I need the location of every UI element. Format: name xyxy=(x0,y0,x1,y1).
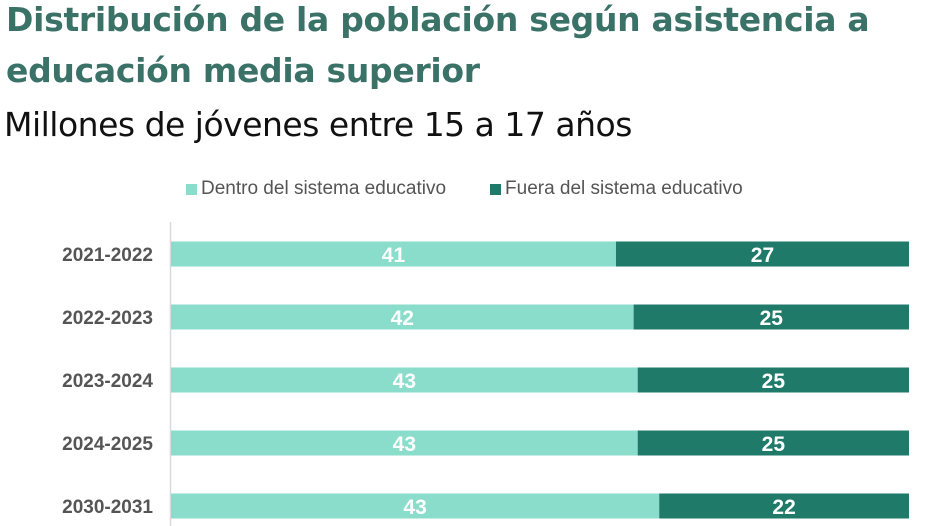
category-label: 2024-2025 xyxy=(62,434,153,455)
data-label-fuera: 27 xyxy=(751,244,774,267)
bar-segment-dentro xyxy=(171,367,638,393)
data-label-fuera: 22 xyxy=(772,496,795,519)
data-label-dentro: 43 xyxy=(393,433,416,456)
bar-segment-fuera xyxy=(637,430,909,456)
legend-item-fuera: Fuera del sistema educativo xyxy=(490,178,743,200)
legend-item-dentro: Dentro del sistema educativo xyxy=(186,178,446,200)
data-label-dentro: 43 xyxy=(393,370,416,393)
category-label: 2030-2031 xyxy=(62,497,153,518)
legend-swatch-fuera xyxy=(490,183,502,195)
bar-segment-fuera xyxy=(633,304,909,330)
legend-swatch-dentro xyxy=(186,183,197,195)
category-label: 2022-2023 xyxy=(62,308,153,329)
legend: Dentro del sistema educativo Fuera del s… xyxy=(186,178,787,200)
bar-segment-dentro xyxy=(171,493,660,519)
bar-segment-dentro xyxy=(171,241,616,267)
bar-segment-fuera xyxy=(615,241,909,267)
legend-label-dentro: Dentro del sistema educativo xyxy=(201,178,447,199)
chart-title: Distribución de la población según asist… xyxy=(6,0,870,90)
data-label-fuera: 25 xyxy=(760,307,784,330)
chart-subtitle: Millones de jóvenes entre 15 a 17 años xyxy=(4,105,632,144)
data-label-fuera: 25 xyxy=(762,433,786,456)
bar-segment-dentro xyxy=(171,304,634,330)
data-label-fuera: 25 xyxy=(762,370,786,393)
data-label-dentro: 42 xyxy=(391,307,414,330)
category-label: 2021-2022 xyxy=(62,245,153,266)
bar-segment-fuera xyxy=(659,493,909,519)
bar-segment-fuera xyxy=(637,367,909,393)
bar-segment-dentro xyxy=(171,430,638,456)
legend-label-fuera: Fuera del sistema educativo xyxy=(505,178,743,199)
data-label-dentro: 43 xyxy=(403,496,426,519)
data-label-dentro: 41 xyxy=(382,244,406,267)
category-label: 2023-2024 xyxy=(62,371,153,392)
